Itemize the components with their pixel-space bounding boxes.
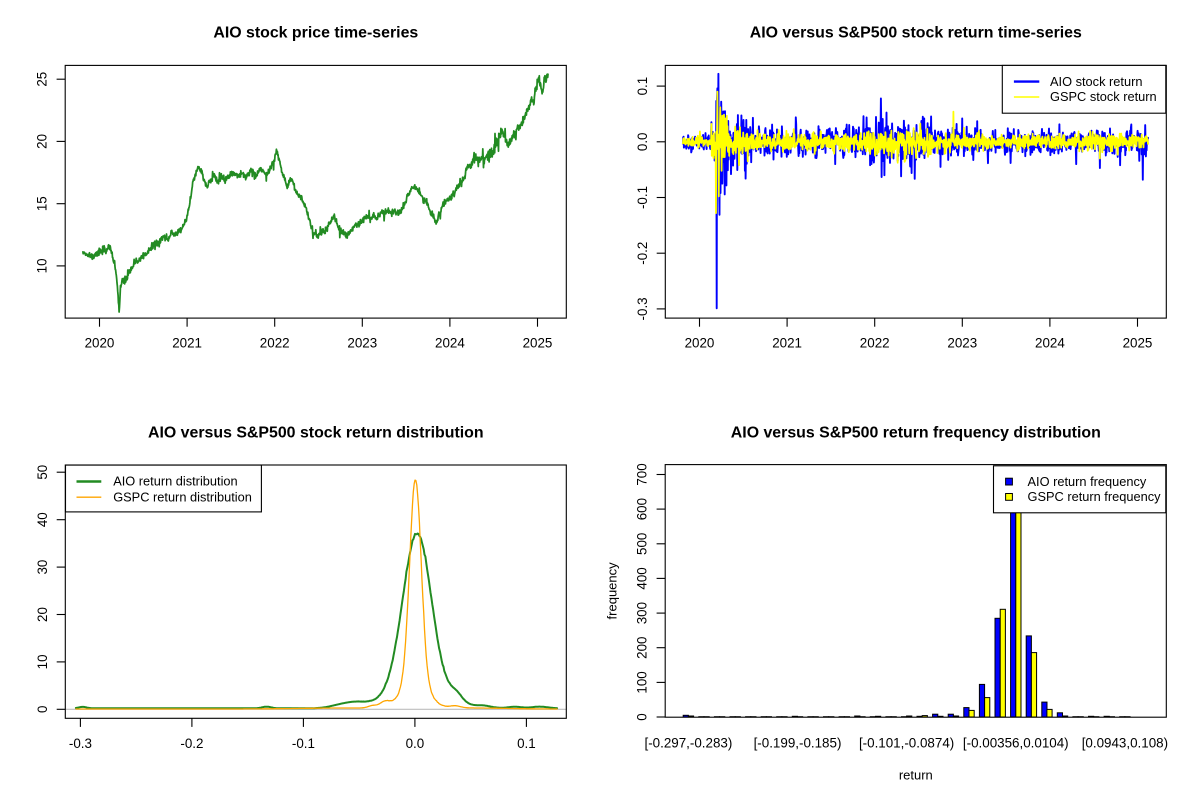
svg-text:[-0.297,-0.283): [-0.297,-0.283) <box>644 736 732 751</box>
svg-text:2023: 2023 <box>347 336 377 351</box>
svg-text:0: 0 <box>635 713 650 720</box>
svg-text:0.1: 0.1 <box>635 77 650 96</box>
svg-text:frequency: frequency <box>604 562 619 620</box>
svg-text:0.0: 0.0 <box>635 132 650 151</box>
svg-text:30: 30 <box>35 560 50 575</box>
svg-text:2025: 2025 <box>1123 336 1153 351</box>
svg-text:2020: 2020 <box>85 336 115 351</box>
svg-text:0.0: 0.0 <box>406 736 425 751</box>
svg-text:-0.2: -0.2 <box>180 736 203 751</box>
svg-text:2023: 2023 <box>947 336 977 351</box>
svg-text:600: 600 <box>635 498 650 520</box>
svg-text:AIO versus S&P500 return frequ: AIO versus S&P500 return frequency distr… <box>731 425 1101 442</box>
svg-text:2022: 2022 <box>860 336 890 351</box>
svg-text:20: 20 <box>35 607 50 622</box>
svg-text:AIO stock price time-series: AIO stock price time-series <box>213 25 418 42</box>
svg-text:10: 10 <box>35 258 50 273</box>
svg-text:-0.3: -0.3 <box>635 297 650 320</box>
svg-text:AIO return frequency: AIO return frequency <box>1028 474 1147 489</box>
svg-text:[-0.101,-0.0874): [-0.101,-0.0874) <box>859 736 954 751</box>
svg-text:2022: 2022 <box>260 336 290 351</box>
svg-text:100: 100 <box>635 671 650 693</box>
svg-text:[0.0943,0.108): [0.0943,0.108) <box>1082 736 1168 751</box>
svg-text:GSPC stock return: GSPC stock return <box>1050 89 1157 104</box>
svg-text:2024: 2024 <box>1035 336 1065 351</box>
svg-text:-0.1: -0.1 <box>635 186 650 209</box>
svg-text:500: 500 <box>635 533 650 555</box>
svg-text:400: 400 <box>635 567 650 589</box>
svg-text:2021: 2021 <box>772 336 802 351</box>
svg-text:10: 10 <box>35 654 50 669</box>
svg-text:2024: 2024 <box>435 336 465 351</box>
svg-text:[-0.199,-0.185): [-0.199,-0.185) <box>754 736 842 751</box>
svg-text:2025: 2025 <box>523 336 553 351</box>
svg-text:GSPC return distribution: GSPC return distribution <box>113 489 252 504</box>
svg-text:200: 200 <box>635 637 650 659</box>
svg-text:[-0.00356,0.0104): [-0.00356,0.0104) <box>963 736 1069 751</box>
svg-text:50: 50 <box>35 465 50 480</box>
svg-text:700: 700 <box>635 463 650 485</box>
svg-text:AIO versus S&P500 stock return: AIO versus S&P500 stock return time-seri… <box>750 25 1082 42</box>
svg-text:20: 20 <box>35 134 50 149</box>
svg-text:AIO stock return: AIO stock return <box>1050 74 1142 89</box>
svg-text:15: 15 <box>35 196 50 211</box>
svg-text:2020: 2020 <box>685 336 715 351</box>
svg-text:-0.3: -0.3 <box>69 736 92 751</box>
svg-text:return: return <box>899 768 933 783</box>
svg-text:300: 300 <box>635 602 650 624</box>
svg-text:GSPC return frequency: GSPC return frequency <box>1028 489 1162 504</box>
svg-text:-0.1: -0.1 <box>292 736 315 751</box>
svg-text:AIO return distribution: AIO return distribution <box>113 474 237 489</box>
svg-text:AIO versus S&P500 stock return: AIO versus S&P500 stock return distribut… <box>148 425 484 442</box>
svg-text:2021: 2021 <box>172 336 202 351</box>
svg-text:25: 25 <box>35 72 50 87</box>
svg-text:40: 40 <box>35 512 50 527</box>
svg-text:0.1: 0.1 <box>517 736 536 751</box>
svg-text:-0.2: -0.2 <box>635 242 650 265</box>
svg-text:0: 0 <box>35 706 50 713</box>
